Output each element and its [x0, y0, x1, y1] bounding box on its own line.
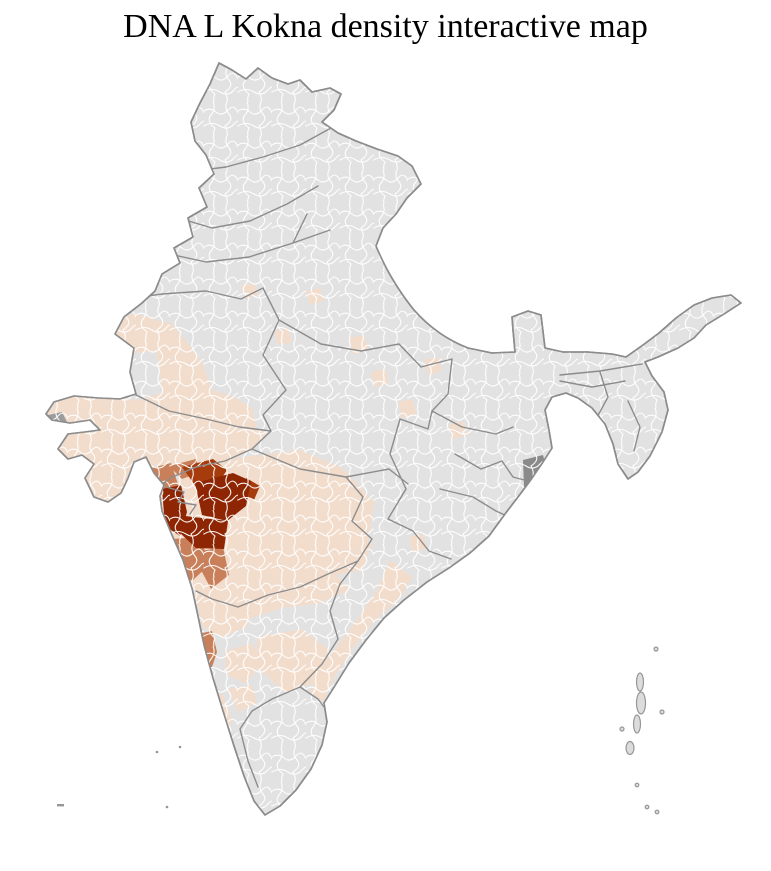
- map-title: DNA L Kokna density interactive map: [123, 8, 648, 45]
- lakshadweep-islands[interactable]: [57, 745, 182, 809]
- district-border-mesh: [46, 63, 741, 815]
- andaman-nicobar-islands[interactable]: [619, 646, 665, 815]
- state-boundaries: [117, 127, 643, 788]
